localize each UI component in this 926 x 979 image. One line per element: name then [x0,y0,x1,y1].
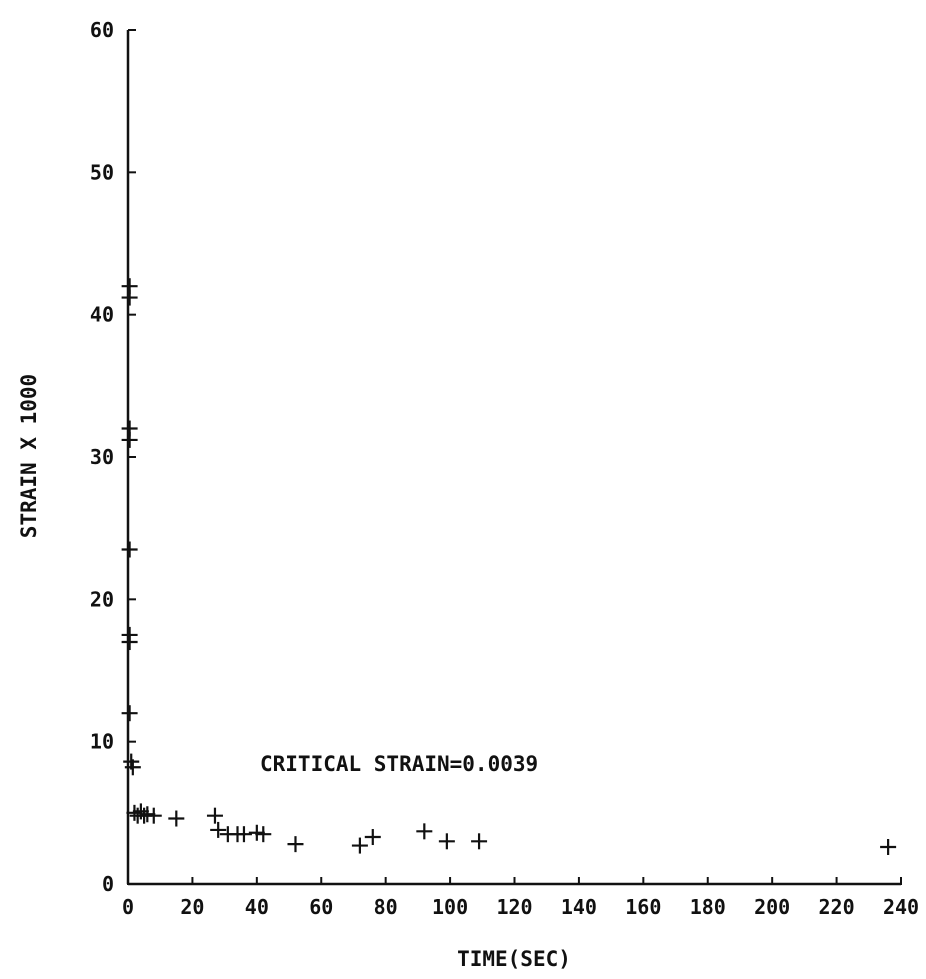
x-tick-label: 200 [754,895,790,919]
data-point [255,826,272,843]
y-tick-label: 0 [102,872,114,896]
data-point [121,634,138,651]
x-tick-label: 120 [496,895,532,919]
x-tick-label: 20 [180,895,204,919]
data-point [121,431,138,448]
data-point [880,838,897,855]
data-point [121,541,138,558]
data-point [210,821,227,838]
data-point [126,804,143,821]
y-tick-label: 60 [90,18,114,42]
y-tick-label: 20 [90,587,114,611]
data-point [139,806,156,823]
x-tick-label: 180 [690,895,726,919]
data-point [206,807,223,824]
x-axis-title: TIME(SEC) [457,947,571,971]
x-tick-label: 100 [432,895,468,919]
data-point [235,826,252,843]
x-tick-label: 140 [561,895,597,919]
x-tick-label: 240 [883,895,919,919]
y-tick-label: 30 [90,445,114,469]
data-point [287,836,304,853]
data-point [416,823,433,840]
data-point [364,829,381,846]
y-tick-label: 10 [90,730,114,754]
data-points [121,278,897,855]
x-tick-label: 80 [374,895,398,919]
data-point [121,705,138,722]
x-tick-label: 0 [122,895,134,919]
data-point [471,833,488,850]
y-tick-label: 40 [90,303,114,327]
y-axis-title: STRAIN X 1000 [17,374,41,538]
y-tick-label: 50 [90,160,114,184]
data-point [248,824,265,841]
data-point [168,810,185,827]
data-point [438,833,455,850]
data-point [124,759,141,776]
x-tick-label: 40 [245,895,269,919]
x-tick-label: 160 [625,895,661,919]
critical-strain-annotation: CRITICAL STRAIN=0.0039 [260,752,538,776]
data-point [145,807,162,824]
data-point [121,289,138,306]
x-tick-label: 220 [819,895,855,919]
y-ticks: 0 10 20 30 40 50 60 [90,18,136,896]
x-tick-label: 60 [309,895,333,919]
x-ticks: 0 20 40 60 80 100 120 140 160 180 200 220 240 [122,877,919,919]
data-point [351,837,368,854]
